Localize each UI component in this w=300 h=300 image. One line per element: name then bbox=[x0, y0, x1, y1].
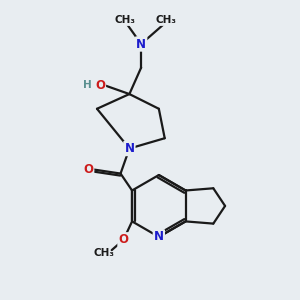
Text: CH₃: CH₃ bbox=[94, 248, 115, 258]
Text: N: N bbox=[154, 230, 164, 243]
Text: O: O bbox=[83, 163, 93, 176]
Text: O: O bbox=[118, 233, 128, 246]
Text: CH₃: CH₃ bbox=[115, 15, 136, 25]
Text: O: O bbox=[95, 79, 105, 92]
Text: H: H bbox=[83, 80, 92, 90]
Text: CH₃: CH₃ bbox=[156, 15, 177, 25]
Text: N: N bbox=[136, 38, 146, 50]
Text: N: N bbox=[124, 142, 134, 155]
